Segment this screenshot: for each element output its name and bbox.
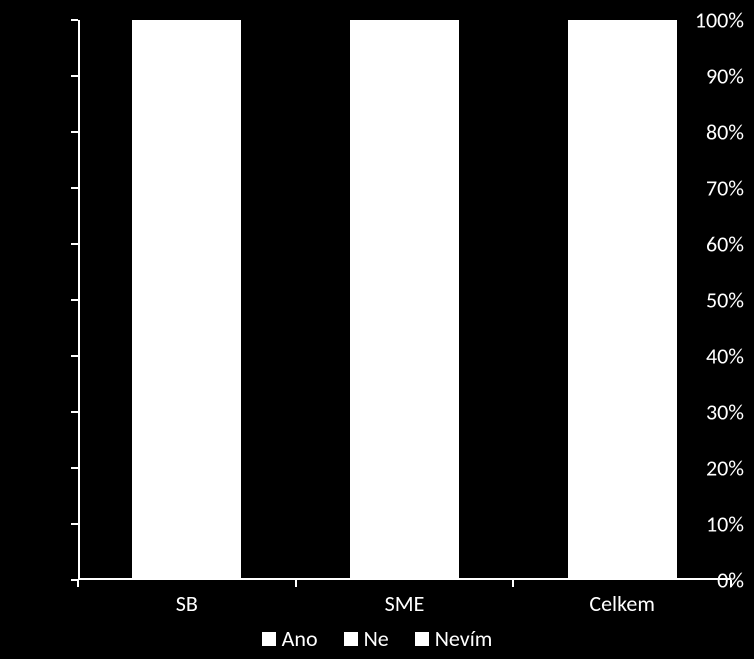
y-tick-label: 20% (706, 455, 744, 482)
y-tick-mark (71, 523, 78, 525)
y-tick-label: 80% (706, 119, 744, 146)
x-tick-mark (295, 580, 297, 587)
legend-swatch (415, 632, 429, 646)
y-tick-label: 30% (706, 399, 744, 426)
legend-swatch (262, 632, 276, 646)
x-label: SME (385, 590, 425, 617)
x-label: SB (176, 590, 198, 617)
y-tick-label: 90% (706, 63, 744, 90)
y-tick-mark (71, 411, 78, 413)
bar (350, 20, 459, 580)
y-tick-label: 50% (706, 287, 744, 314)
legend-item: Ano (262, 625, 318, 652)
y-tick-mark (71, 19, 78, 21)
y-axis (0, 20, 75, 580)
bar (568, 20, 677, 580)
legend-item: Ne (344, 625, 389, 652)
y-tick-mark (71, 243, 78, 245)
y-tick-mark (71, 187, 78, 189)
y-tick-label: 100% (695, 7, 744, 34)
legend-swatch (344, 632, 358, 646)
y-tick-label: 70% (706, 175, 744, 202)
bar (132, 20, 241, 580)
legend-item: Nevím (415, 625, 493, 652)
legend-label: Nevím (435, 625, 493, 652)
x-label: Celkem (589, 590, 655, 617)
legend: Ano Ne Nevím (0, 625, 754, 652)
y-tick-label: 40% (706, 343, 744, 370)
legend-label: Ne (364, 625, 389, 652)
plot-area (78, 20, 731, 580)
y-tick-label: 10% (706, 511, 744, 538)
x-tick-mark (730, 580, 732, 587)
x-tick-mark (77, 580, 79, 587)
y-tick-mark (71, 75, 78, 77)
y-tick-mark (71, 467, 78, 469)
x-tick-mark (512, 580, 514, 587)
y-tick-mark (71, 131, 78, 133)
y-tick-mark (71, 355, 78, 357)
chart-container: AnoNeNevím 0%10%20%30%40%50%60%70%80%90%… (0, 0, 754, 659)
legend-label: Ano (282, 625, 318, 652)
y-tick-mark (71, 299, 78, 301)
y-tick-label: 60% (706, 231, 744, 258)
